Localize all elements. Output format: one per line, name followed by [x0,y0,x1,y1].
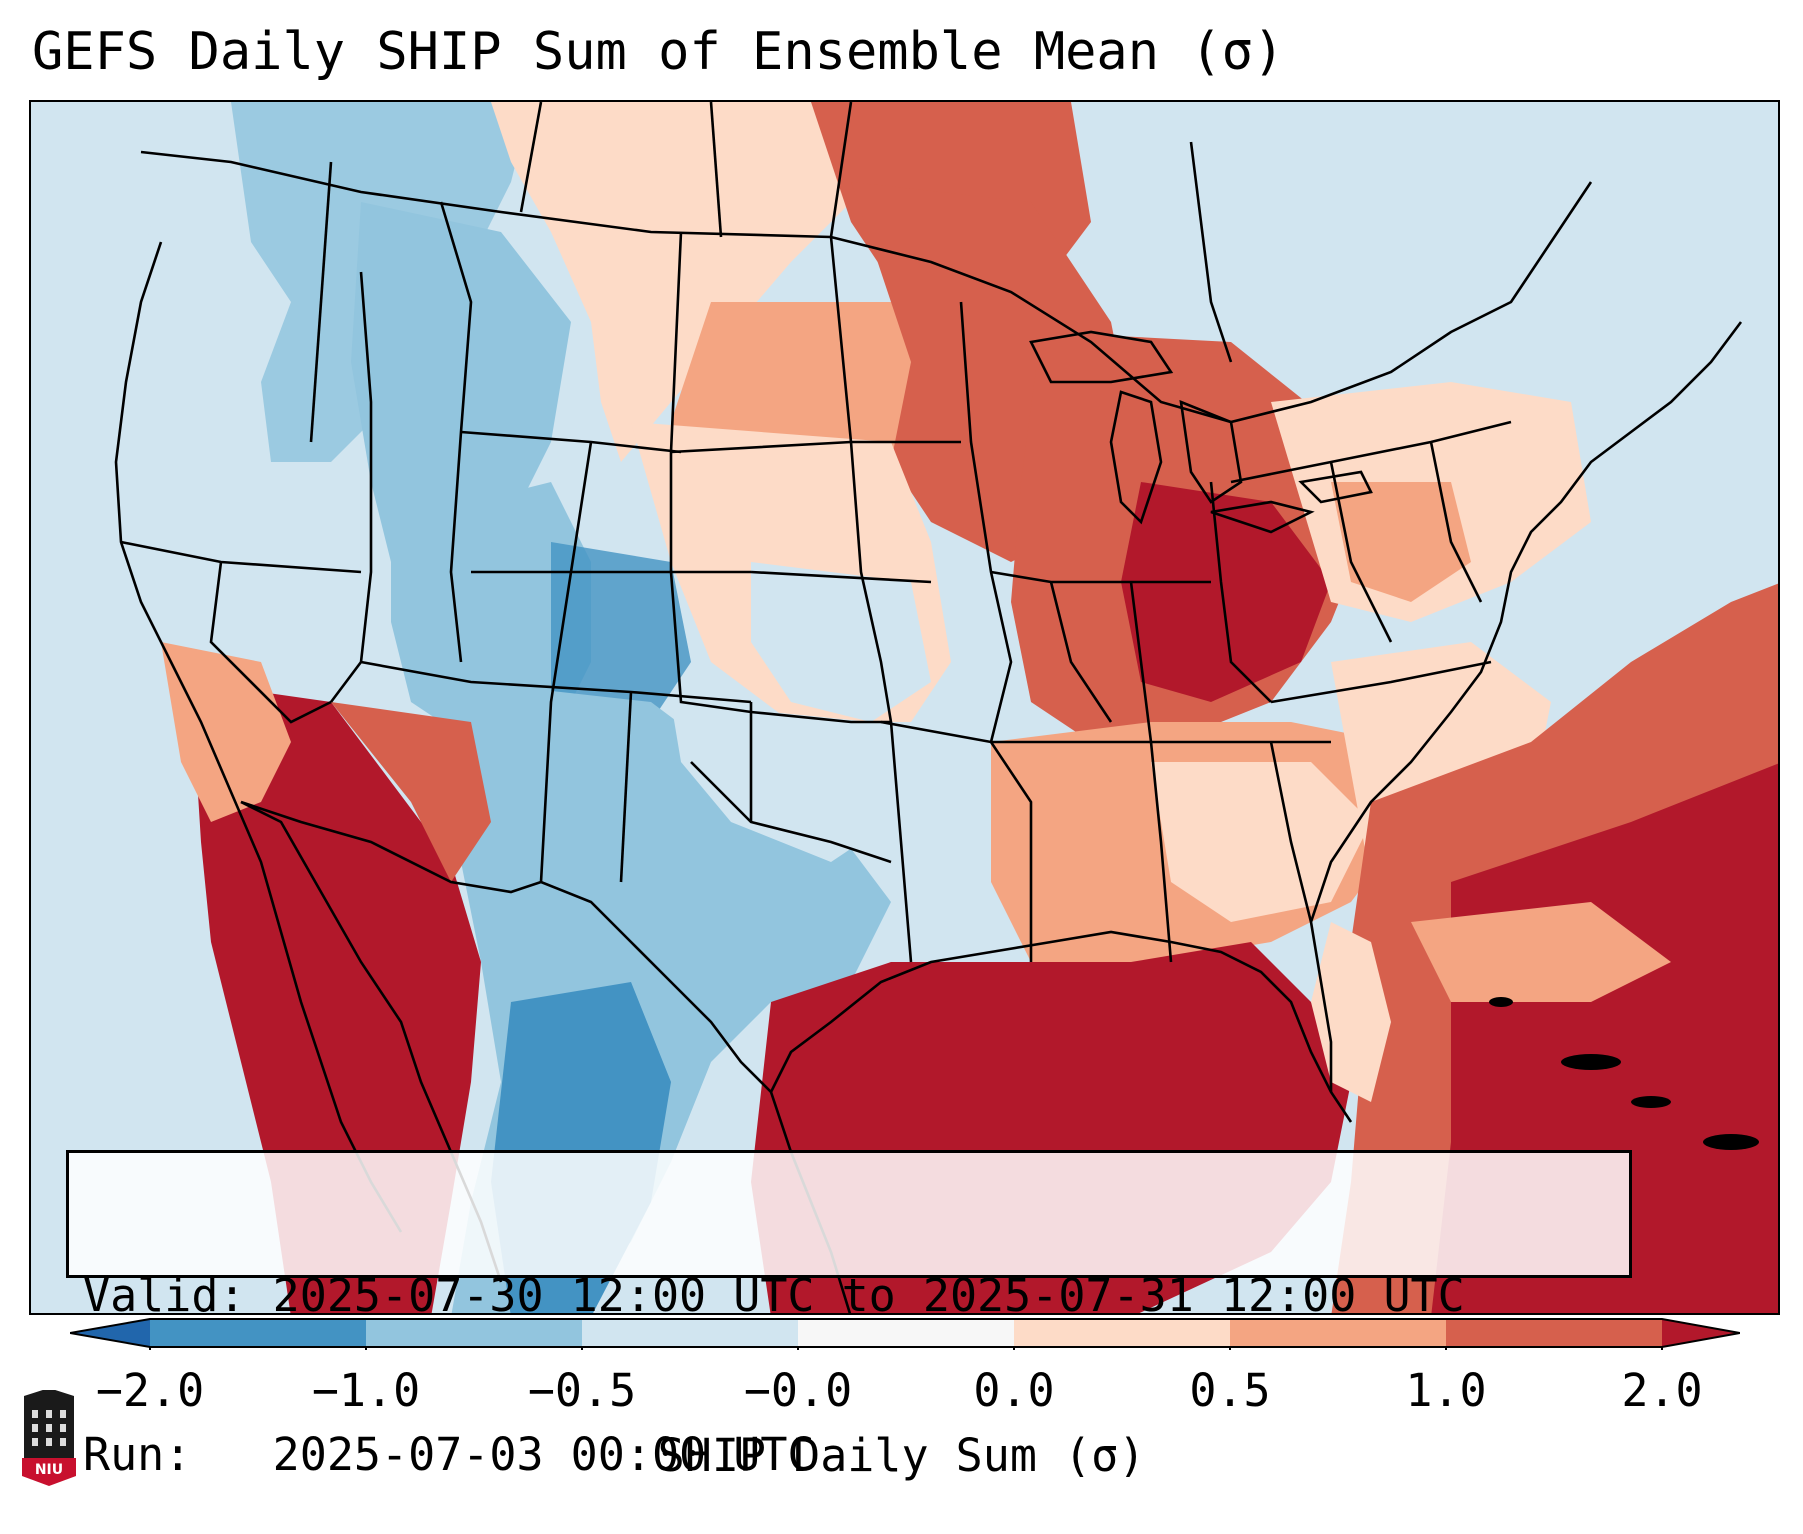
pennsylvania-positive [1331,482,1471,602]
pacific-ocean [31,102,291,1313]
great-lakes [1029,330,1373,534]
colorbar-bin-1 [150,1319,366,1347]
colorbar-tick-label: −1.0 [311,1364,421,1417]
chart-title: GEFS Daily SHIP Sum of Ensemble Mean (σ) [32,22,1285,82]
socal-positive [161,642,291,822]
run-label: Run: [83,1428,192,1481]
colorbar-label: SHIP Daily Sum (σ) [657,1429,1146,1482]
info-box: Valid: 2025-07-30 12:00 UTC to 2025-07-3… [66,1150,1632,1481]
run-value: 2025-07-03 00:00 UTC [272,1428,815,1481]
atlantic-band-positive [1411,902,1671,1002]
valid-line: Valid: 2025-07-30 12:00 UTC to 2025-07-3… [83,1269,1629,1322]
state-boundaries [114,102,1743,1313]
colorbar-tick-label: 0.0 [973,1364,1055,1417]
caribbean-islands [1489,997,1759,1150]
colorbar-tick-marks [149,1347,1663,1350]
colorbar-extend-low [70,1319,150,1347]
montana-neutral [491,102,851,462]
arizona-positive [331,702,491,882]
idaho-negative [351,202,571,622]
logo-text: NIU [35,1462,63,1478]
colorbar-tick-label: 2.0 [1621,1364,1703,1417]
colorbar-bin-3 [582,1319,798,1347]
colorbar-bin-4 [798,1319,1014,1347]
colorbar [70,1318,1740,1350]
niu-logo: NIU [22,1390,76,1486]
colorbar-tick-label: −0.0 [743,1364,853,1417]
colorbar-bin-7 [1446,1319,1662,1347]
colorbar-tick-label: −2.0 [95,1364,205,1417]
colorbar-bin-5 [1014,1319,1230,1347]
colorbar-tick-label: 1.0 [1405,1364,1487,1417]
ohio-valley-strong [1121,482,1331,702]
valid-value: 2025-07-30 12:00 UTC to 2025-07-31 12:00… [272,1269,1465,1322]
colorbar-bin-2 [366,1319,582,1347]
atlantic-north-weak-negative [1591,342,1778,642]
map-panel [29,100,1780,1315]
colorbar-tick-label: 0.5 [1189,1364,1271,1417]
colorbar-extend-high [1662,1319,1740,1347]
oklahoma-weak-negative [671,702,891,862]
valid-label: Valid: [83,1269,246,1322]
colorbar-bin-6 [1230,1319,1446,1347]
kansas-weak-negative [751,562,931,722]
colorbar-tick-label: −0.5 [527,1364,637,1417]
run-line: Run: 2025-07-03 00:00 UTC [83,1428,1629,1481]
colorado-negative [551,542,691,742]
map-svg [31,102,1778,1313]
georgia-carolina-neutral [1151,762,1371,922]
